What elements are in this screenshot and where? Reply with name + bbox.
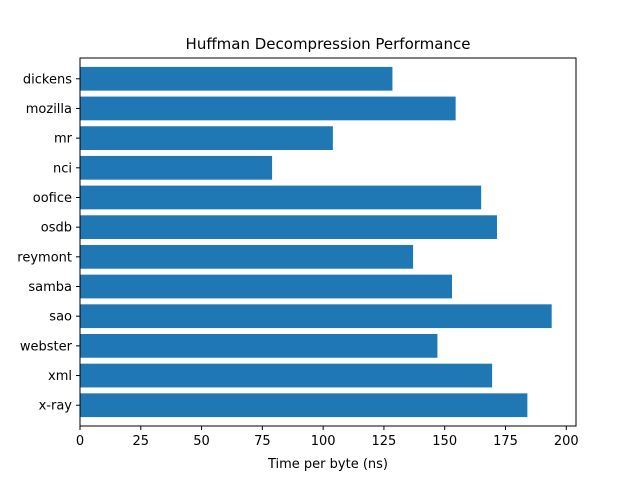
plot-frame: [79, 57, 577, 427]
bar-osdb: [80, 215, 497, 240]
x-tick-label: 175: [493, 434, 518, 449]
y-axis-ticks: dickens mozilla mr nci oofice osdb reymont samb…: [17, 72, 80, 414]
bar-xml: [80, 363, 493, 388]
x-tick-label: 0: [76, 434, 84, 449]
y-tick-label: sao: [49, 310, 72, 325]
y-tick-label: oofice: [33, 191, 72, 206]
x-tick-label: 100: [311, 434, 336, 449]
y-tick-label: xml: [48, 369, 72, 384]
y-tick-label: nci: [53, 161, 72, 176]
y-tick-label: osdb: [41, 221, 72, 236]
bar-samba: [80, 274, 452, 299]
bars-group: [80, 66, 552, 418]
y-tick-label: mozilla: [26, 102, 72, 117]
x-tick-label: 25: [133, 434, 150, 449]
x-axis-ticks: 0 25 50 75 100 125 150 175 200: [76, 426, 579, 449]
bar-nci: [80, 155, 273, 180]
x-tick-label: 125: [372, 434, 397, 449]
bar-reymont: [80, 244, 414, 269]
bar-x-ray: [80, 393, 528, 418]
y-tick-label: reymont: [17, 250, 72, 265]
bar-webster: [80, 334, 438, 358]
y-tick-label: x-ray: [39, 399, 73, 414]
x-axis-label: Time per byte (ns): [267, 457, 388, 472]
x-tick-label: 200: [554, 434, 579, 449]
x-tick-label: 75: [254, 434, 271, 449]
y-tick-label: mr: [54, 132, 73, 147]
x-tick-label: 150: [432, 434, 457, 449]
y-tick-label: samba: [28, 280, 72, 295]
y-tick-label: webster: [20, 339, 73, 354]
bar-mozilla: [80, 96, 456, 121]
y-tick-label: dickens: [23, 72, 72, 87]
bar-mr: [80, 126, 333, 150]
x-tick-label: 50: [193, 434, 210, 449]
chart-title: Huffman Decompression Performance: [186, 35, 471, 53]
bar-dickens: [80, 66, 393, 91]
bar-sao: [80, 304, 552, 329]
bar-oofice: [80, 185, 482, 210]
